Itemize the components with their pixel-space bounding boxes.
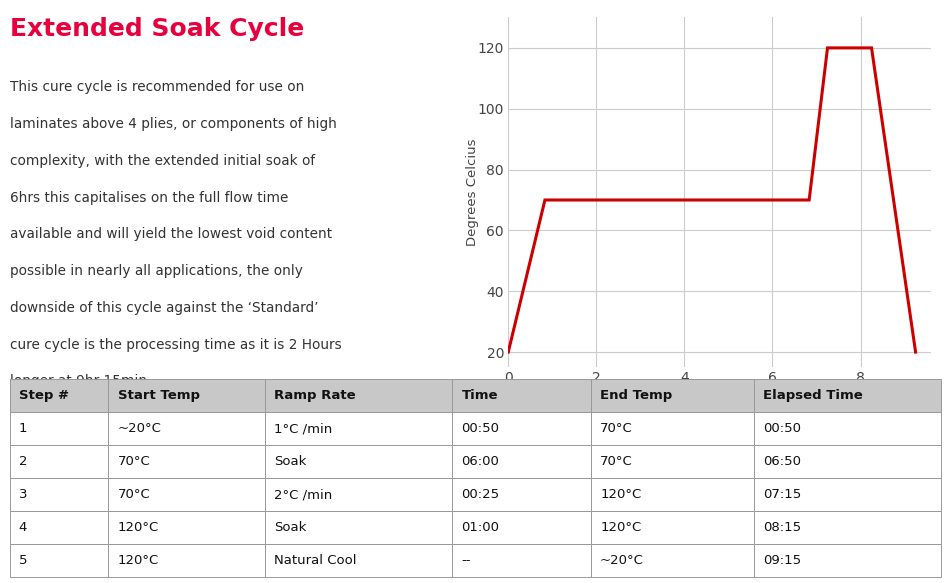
FancyBboxPatch shape (108, 511, 265, 544)
Text: Ramp Rate: Ramp Rate (275, 389, 356, 402)
Text: 00:50: 00:50 (462, 422, 500, 435)
FancyBboxPatch shape (108, 445, 265, 478)
Text: 120°C: 120°C (118, 521, 159, 534)
FancyBboxPatch shape (753, 544, 940, 577)
FancyBboxPatch shape (265, 511, 452, 544)
FancyBboxPatch shape (452, 478, 591, 511)
FancyBboxPatch shape (591, 445, 753, 478)
Text: longer at 9hr 15min.: longer at 9hr 15min. (10, 374, 151, 388)
FancyBboxPatch shape (753, 412, 940, 445)
Text: Degrees Celcius: Degrees Celcius (466, 139, 479, 246)
FancyBboxPatch shape (753, 511, 940, 544)
FancyBboxPatch shape (108, 544, 265, 577)
FancyBboxPatch shape (108, 379, 265, 412)
Text: 70°C: 70°C (118, 488, 150, 501)
Text: Elapsed Time: Elapsed Time (763, 389, 863, 402)
Text: 70°C: 70°C (600, 422, 633, 435)
FancyBboxPatch shape (108, 478, 265, 511)
Text: Step #: Step # (19, 389, 68, 402)
FancyBboxPatch shape (452, 379, 591, 412)
FancyBboxPatch shape (265, 544, 452, 577)
Text: 1: 1 (19, 422, 28, 435)
FancyBboxPatch shape (10, 544, 108, 577)
FancyBboxPatch shape (265, 412, 452, 445)
FancyBboxPatch shape (10, 511, 108, 544)
FancyBboxPatch shape (265, 445, 452, 478)
Text: laminates above 4 plies, or components of high: laminates above 4 plies, or components o… (10, 117, 336, 131)
FancyBboxPatch shape (452, 511, 591, 544)
Text: Soak: Soak (275, 521, 307, 534)
FancyBboxPatch shape (591, 412, 753, 445)
Text: This cure cycle is recommended for use on: This cure cycle is recommended for use o… (10, 80, 304, 94)
FancyBboxPatch shape (265, 379, 452, 412)
Text: possible in nearly all applications, the only: possible in nearly all applications, the… (10, 264, 302, 278)
Text: downside of this cycle against the ‘Standard’: downside of this cycle against the ‘Stan… (10, 301, 318, 315)
Text: 1°C /min: 1°C /min (275, 422, 332, 435)
Text: --: -- (462, 554, 471, 567)
Text: Soak: Soak (275, 455, 307, 468)
Text: ~20°C: ~20°C (600, 554, 644, 567)
Text: complexity, with the extended initial soak of: complexity, with the extended initial so… (10, 154, 314, 168)
Text: 2: 2 (19, 455, 28, 468)
Text: Natural Cool: Natural Cool (275, 554, 357, 567)
Text: 08:15: 08:15 (763, 521, 801, 534)
Text: 00:50: 00:50 (763, 422, 801, 435)
Text: Extended Soak Cycle: Extended Soak Cycle (10, 17, 304, 41)
Text: cure cycle is the processing time as it is 2 Hours: cure cycle is the processing time as it … (10, 338, 341, 352)
Text: 01:00: 01:00 (462, 521, 500, 534)
Text: 06:00: 06:00 (462, 455, 500, 468)
FancyBboxPatch shape (753, 445, 940, 478)
Text: 120°C: 120°C (600, 488, 641, 501)
FancyBboxPatch shape (591, 511, 753, 544)
FancyBboxPatch shape (753, 379, 940, 412)
FancyBboxPatch shape (10, 478, 108, 511)
FancyBboxPatch shape (452, 544, 591, 577)
Text: 70°C: 70°C (118, 455, 150, 468)
FancyBboxPatch shape (753, 478, 940, 511)
Text: Start Temp: Start Temp (118, 389, 200, 402)
Text: 70°C: 70°C (600, 455, 633, 468)
Text: 120°C: 120°C (118, 554, 159, 567)
Text: 120°C: 120°C (600, 521, 641, 534)
FancyBboxPatch shape (452, 412, 591, 445)
FancyBboxPatch shape (10, 379, 108, 412)
FancyBboxPatch shape (265, 478, 452, 511)
Text: 6hrs this capitalises on the full flow time: 6hrs this capitalises on the full flow t… (10, 191, 288, 205)
Text: 4: 4 (19, 521, 28, 534)
FancyBboxPatch shape (591, 478, 753, 511)
FancyBboxPatch shape (452, 445, 591, 478)
Text: End Temp: End Temp (600, 389, 673, 402)
FancyBboxPatch shape (591, 379, 753, 412)
Text: ~20°C: ~20°C (118, 422, 162, 435)
Text: 2°C /min: 2°C /min (275, 488, 332, 501)
FancyBboxPatch shape (108, 412, 265, 445)
FancyBboxPatch shape (10, 412, 108, 445)
Text: 09:15: 09:15 (763, 554, 801, 567)
Text: 5: 5 (19, 554, 28, 567)
Text: Time: Time (462, 389, 498, 402)
Text: 00:25: 00:25 (462, 488, 500, 501)
Text: 06:50: 06:50 (763, 455, 801, 468)
Text: 3: 3 (19, 488, 28, 501)
FancyBboxPatch shape (591, 544, 753, 577)
Text: available and will yield the lowest void content: available and will yield the lowest void… (10, 227, 332, 241)
Text: 07:15: 07:15 (763, 488, 801, 501)
FancyBboxPatch shape (10, 445, 108, 478)
